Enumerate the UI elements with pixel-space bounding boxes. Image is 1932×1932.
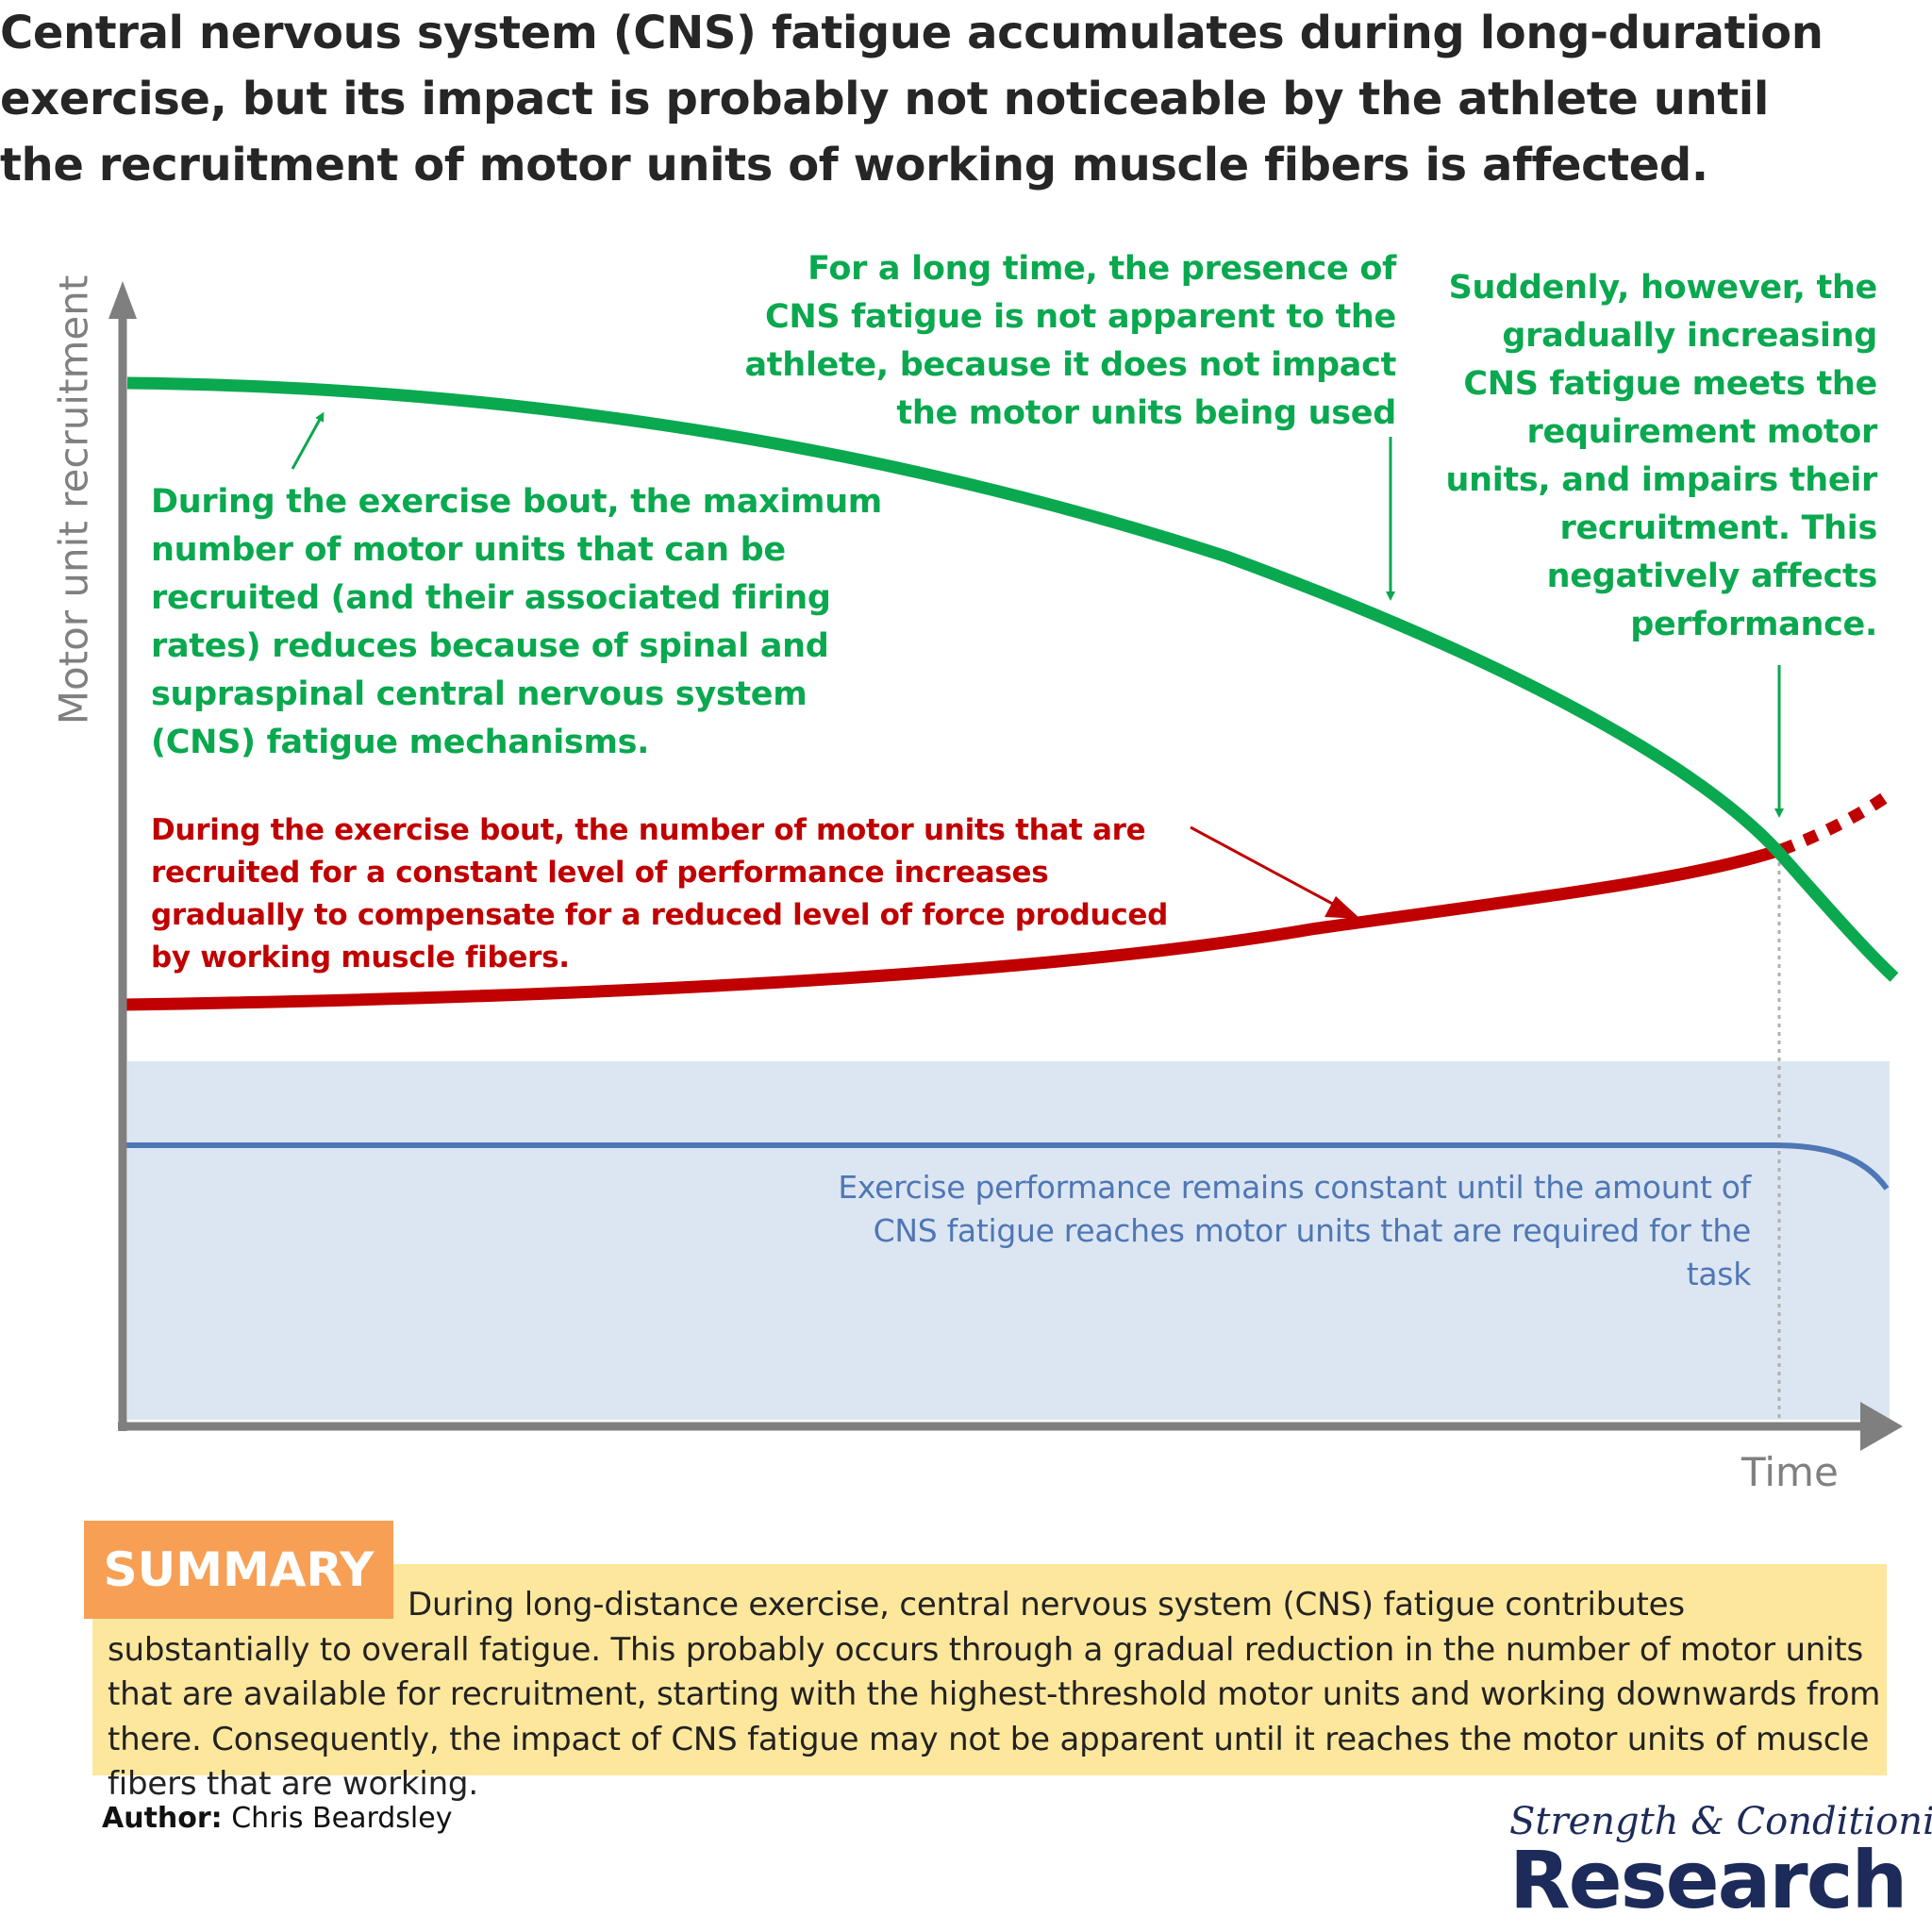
brand-logo-text: Research bbox=[1509, 1834, 1907, 1926]
author-credit: Author: Chris Beardsley bbox=[102, 1802, 452, 1835]
arrow-to-max-line bbox=[291, 411, 325, 470]
annotation-max-recruitment: During the exercise bout, the maximum nu… bbox=[151, 483, 882, 761]
annotation-suddenly: Suddenly, however, the gradually increas… bbox=[1445, 269, 1877, 643]
x-axis-label: Time bbox=[1741, 1449, 1839, 1495]
max-recruitment-line bbox=[126, 376, 1899, 982]
brand-tagline: Strength & Conditioning bbox=[1509, 1800, 1932, 1843]
annotation-not-apparent: For a long time, the presence of CNS fat… bbox=[744, 250, 1396, 432]
arrow-recruited bbox=[1190, 825, 1360, 919]
summary-tag: SUMMARY bbox=[84, 1521, 393, 1619]
recruited-line bbox=[122, 844, 1779, 1011]
y-axis-label: Motor unit recruitment bbox=[50, 275, 97, 725]
headline: Central nervous system (CNS) fatigue acc… bbox=[0, 7, 1824, 192]
author-name: Chris Beardsley bbox=[231, 1802, 453, 1835]
y-axis bbox=[108, 281, 137, 1431]
summary-text: During long-distance exercise, central n… bbox=[108, 1586, 1881, 1803]
performance-band bbox=[127, 1061, 1890, 1420]
annotation-performance: Exercise performance remains constant un… bbox=[838, 1169, 1751, 1292]
performance-line bbox=[123, 1142, 1890, 1191]
x-axis bbox=[118, 1402, 1903, 1451]
author-label: Author: bbox=[102, 1802, 223, 1835]
annotation-recruited: During the exercise bout, the number of … bbox=[151, 813, 1169, 974]
recruited-line-projection bbox=[1778, 791, 1890, 857]
